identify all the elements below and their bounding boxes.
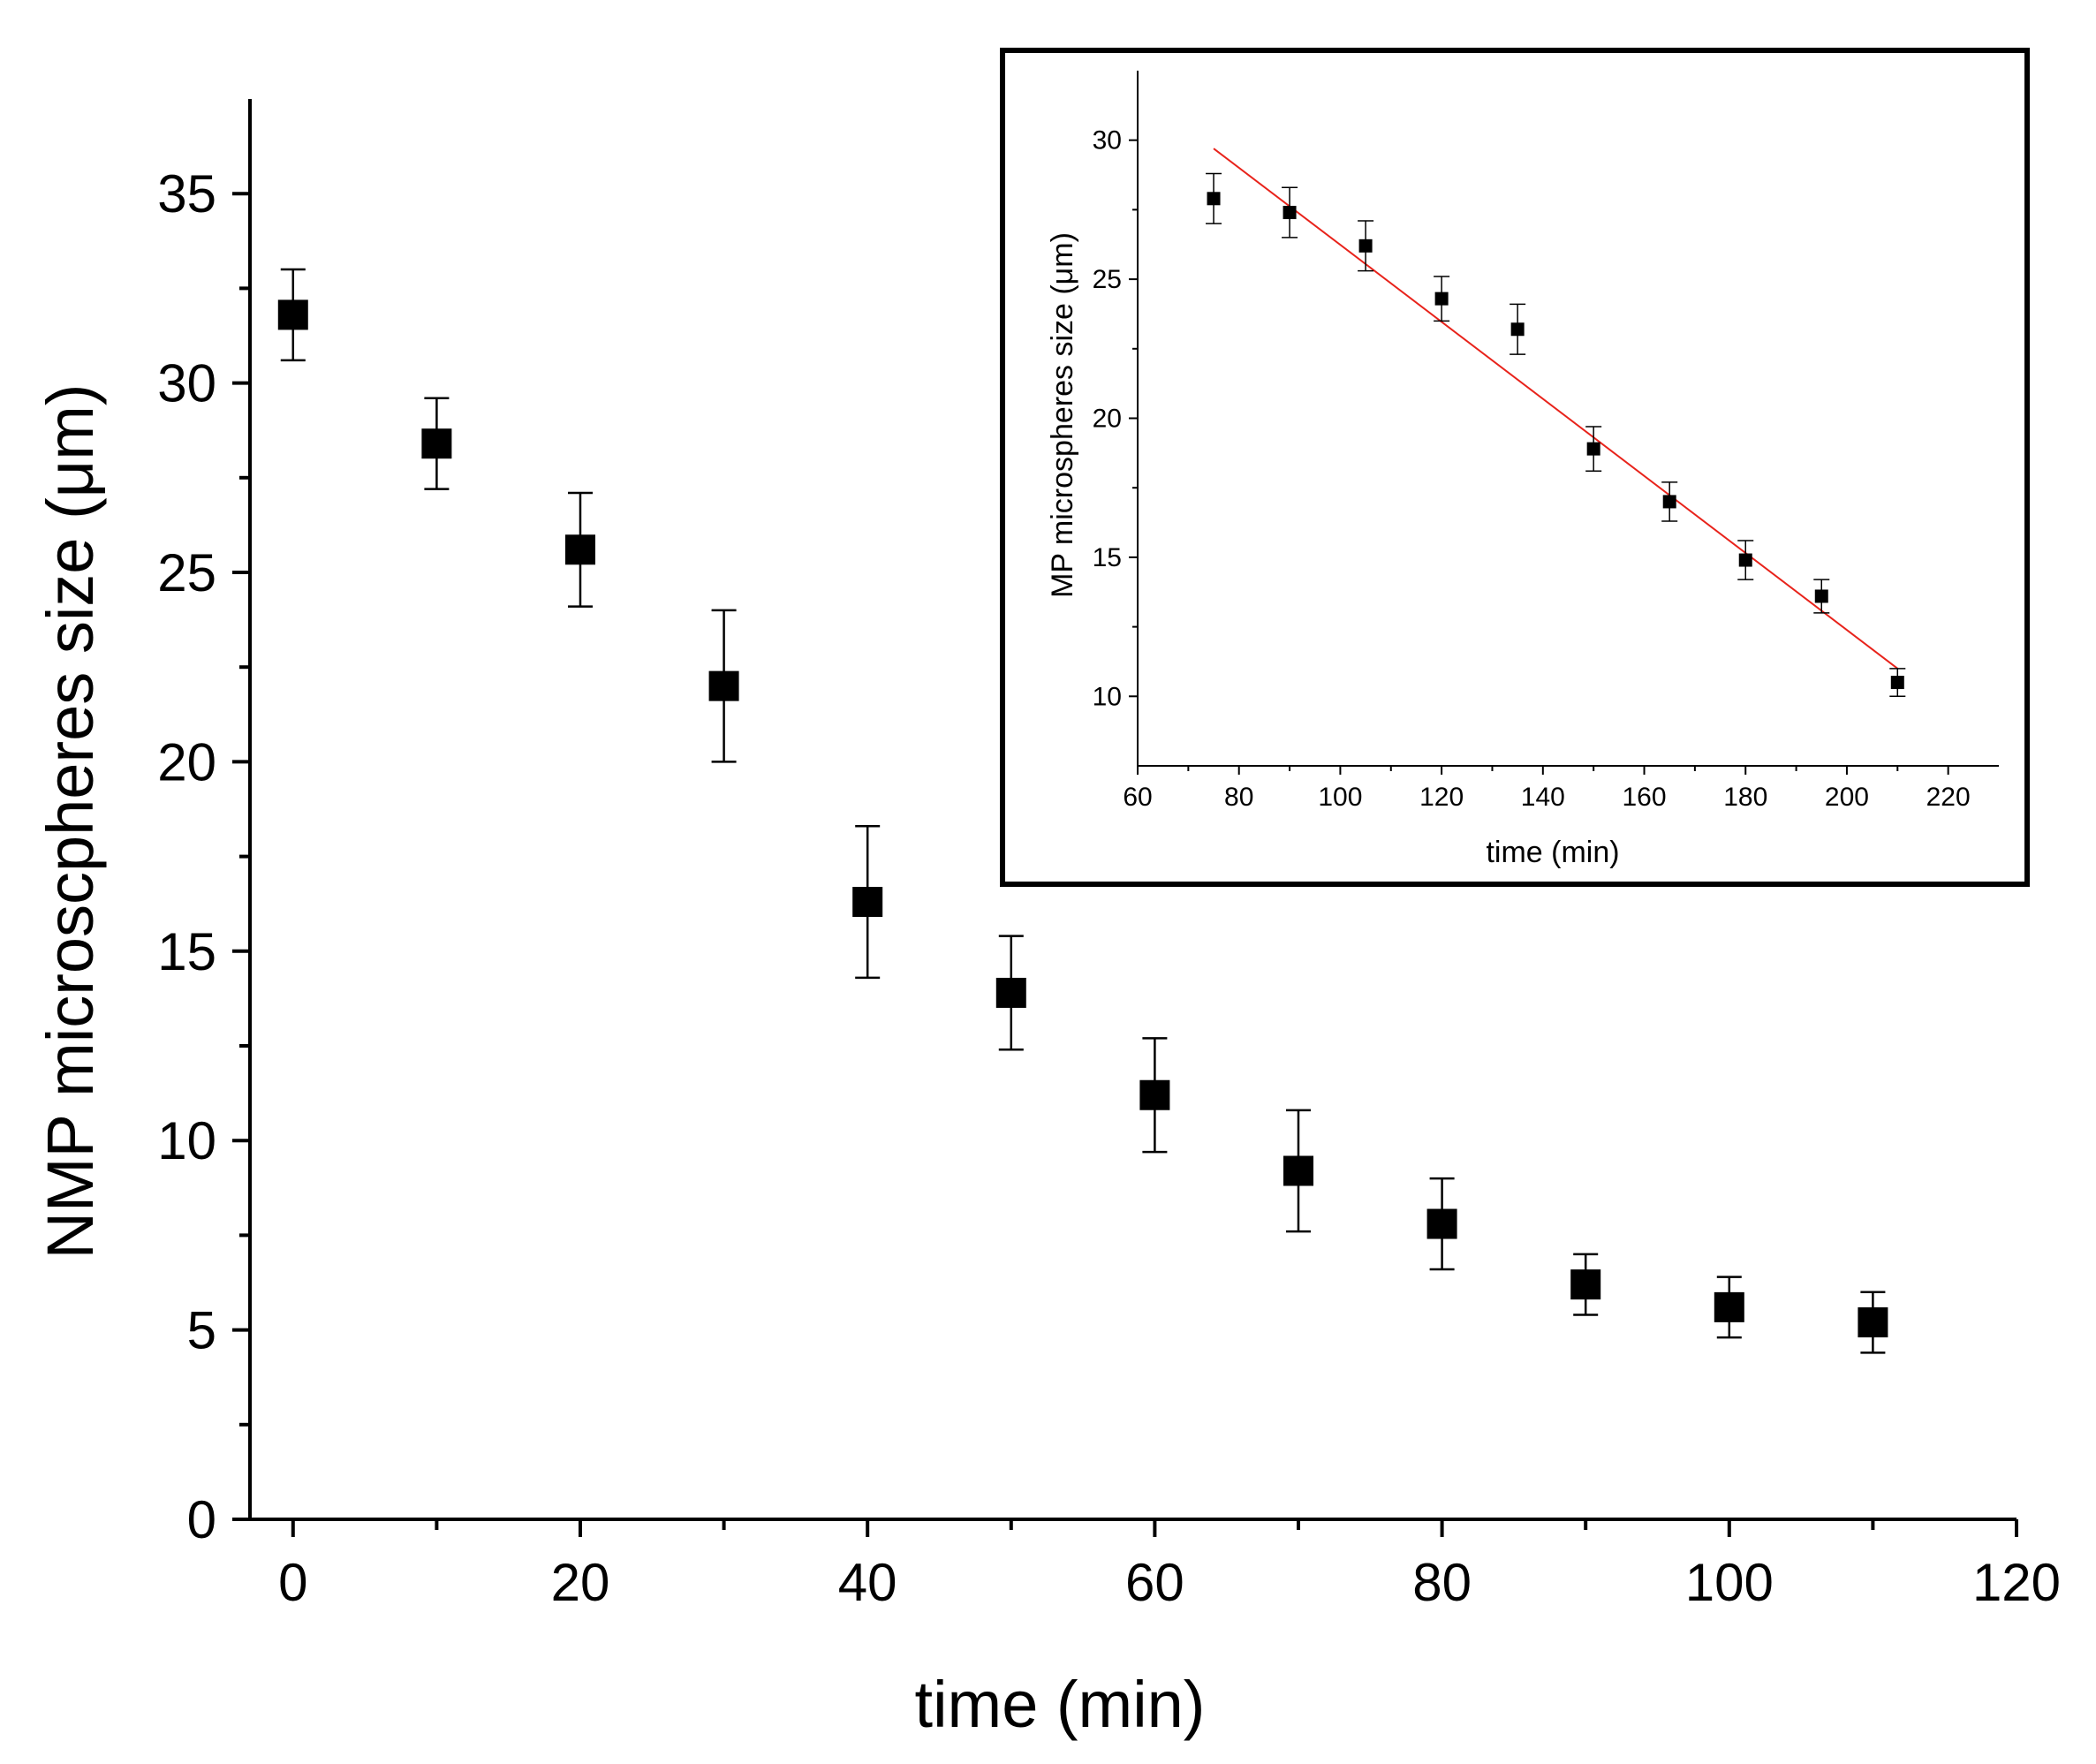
main-y-tick-label: 25 xyxy=(157,543,216,602)
main-x-tick-label: 40 xyxy=(838,1553,897,1612)
inset-data-point xyxy=(1207,192,1221,206)
main-y-tick-label: 15 xyxy=(157,922,216,981)
inset-data-point xyxy=(1358,238,1373,253)
main-x-tick-label: 100 xyxy=(1685,1553,1774,1612)
main-y-tick-label: 5 xyxy=(187,1301,216,1360)
main-x-axis-label: time (min) xyxy=(915,1668,1206,1741)
main-x-tick-label: 60 xyxy=(1125,1553,1184,1612)
main-data-point xyxy=(277,299,308,330)
main-data-point xyxy=(1570,1269,1601,1300)
inset-y-tick-label: 20 xyxy=(1093,405,1122,434)
inset-data-point xyxy=(1738,553,1752,567)
inset-x-tick-label: 200 xyxy=(1825,783,1869,812)
main-data-point xyxy=(995,977,1026,1008)
inset-data-point xyxy=(1434,291,1449,306)
inset-x-tick-label: 100 xyxy=(1318,783,1362,812)
inset-x-tick-label: 120 xyxy=(1419,783,1464,812)
main-y-tick-label: 30 xyxy=(157,354,216,413)
inset-y-tick-label: 10 xyxy=(1093,682,1122,711)
main-chart: time (min) NMP microscpheres size (μm) 0… xyxy=(34,99,2061,1741)
inset-x-tick-label: 60 xyxy=(1123,783,1152,812)
main-data-point xyxy=(564,534,595,565)
main-x-tick-label: 80 xyxy=(1412,1553,1472,1612)
main-y-tick-label: 0 xyxy=(187,1490,216,1549)
inset-x-axis-label: time (min) xyxy=(1486,836,1619,869)
main-data-point xyxy=(1714,1291,1744,1322)
main-y-tick-label: 20 xyxy=(157,732,216,791)
inset-data-point xyxy=(1890,676,1904,690)
main-y-tick-label: 35 xyxy=(157,164,216,223)
main-y-axis-label: NMP microscpheres size (μm) xyxy=(34,383,107,1259)
inset-x-tick-label: 160 xyxy=(1622,783,1666,812)
inset-y-tick-label: 30 xyxy=(1093,126,1122,155)
inset-y-tick-label: 25 xyxy=(1093,265,1122,294)
inset-y-axis-label: MP microspheres size (μm) xyxy=(1046,232,1079,598)
inset-y-tick-label: 15 xyxy=(1093,543,1122,572)
inset-data-point xyxy=(1662,495,1676,509)
main-data-point xyxy=(421,428,452,459)
inset-chart: time (min) MP microspheres size (μm) 60 8… xyxy=(1000,48,2030,887)
main-x-tick-label: 0 xyxy=(278,1553,307,1612)
inset-data-point xyxy=(1586,442,1600,456)
inset-data-point xyxy=(1510,322,1525,337)
main-x-tick-label: 120 xyxy=(1972,1553,2061,1612)
main-data-point xyxy=(852,887,883,918)
inset-data-point xyxy=(1814,589,1828,603)
inset-data-point xyxy=(1283,206,1297,220)
inset-x-tick-label: 140 xyxy=(1521,783,1565,812)
main-data-point xyxy=(708,670,739,701)
main-data-point xyxy=(1283,1155,1313,1186)
main-data-point xyxy=(1858,1307,1888,1338)
inset-frame xyxy=(1000,48,2030,887)
inset-x-tick-label: 80 xyxy=(1224,783,1253,812)
inset-x-tick-label: 180 xyxy=(1723,783,1767,812)
inset-x-tick-label: 220 xyxy=(1926,783,1971,812)
main-data-point xyxy=(1139,1079,1170,1110)
main-data-point xyxy=(1426,1208,1457,1239)
main-y-tick-label: 10 xyxy=(157,1111,216,1170)
main-x-tick-label: 20 xyxy=(551,1553,610,1612)
inset-fit-line xyxy=(1213,148,1898,670)
